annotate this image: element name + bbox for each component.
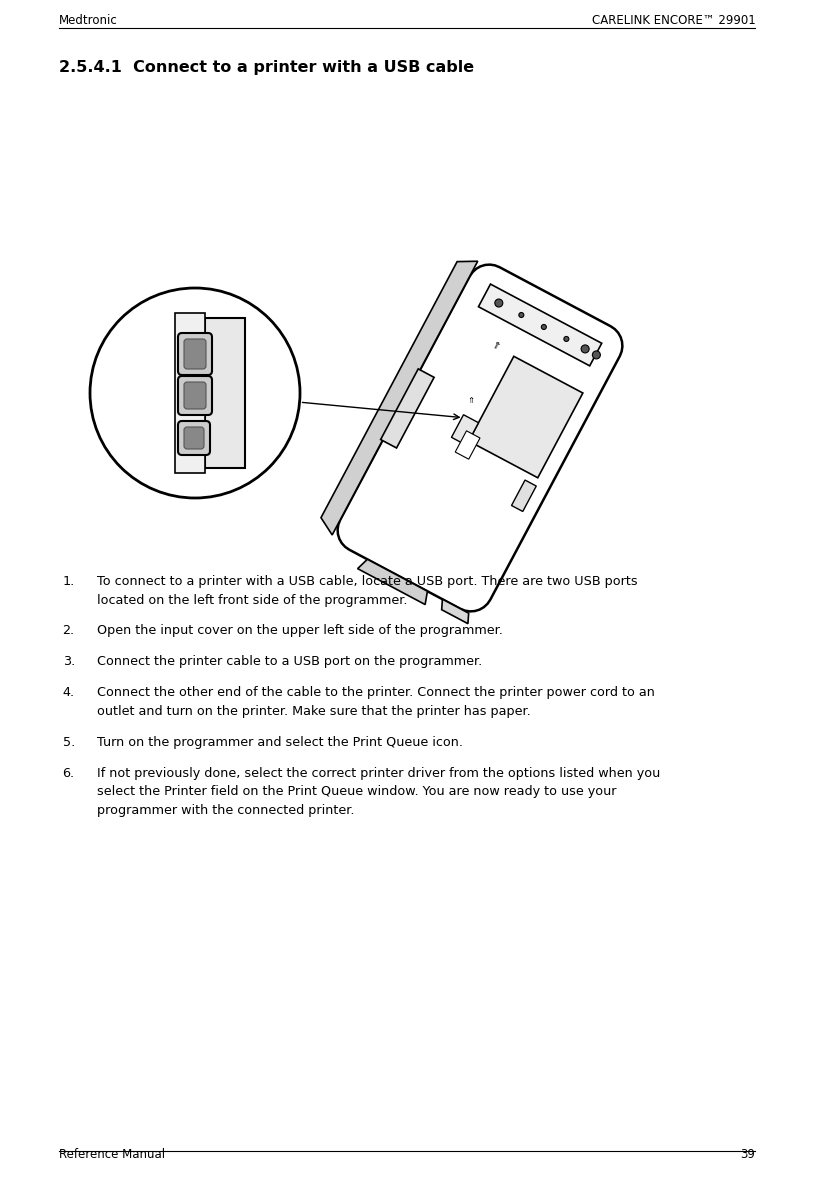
FancyBboxPatch shape bbox=[178, 376, 212, 415]
Text: Connect the other end of the cable to the printer. Connect the printer power cor: Connect the other end of the cable to th… bbox=[97, 686, 654, 699]
Text: If not previously done, select the correct printer driver from the options liste: If not previously done, select the corre… bbox=[97, 767, 660, 780]
Text: ⇑: ⇑ bbox=[467, 396, 474, 406]
Text: 3.: 3. bbox=[63, 655, 75, 668]
Polygon shape bbox=[381, 369, 434, 448]
Text: Reference Manual: Reference Manual bbox=[59, 1148, 164, 1161]
Polygon shape bbox=[442, 600, 469, 623]
Text: 1.: 1. bbox=[63, 575, 75, 588]
FancyBboxPatch shape bbox=[178, 421, 210, 455]
Polygon shape bbox=[321, 261, 478, 535]
Polygon shape bbox=[511, 480, 536, 511]
Polygon shape bbox=[479, 284, 602, 366]
Circle shape bbox=[564, 336, 569, 342]
Polygon shape bbox=[452, 415, 479, 445]
Polygon shape bbox=[357, 560, 427, 605]
Text: Turn on the programmer and select the Print Queue icon.: Turn on the programmer and select the Pr… bbox=[97, 736, 462, 749]
Polygon shape bbox=[469, 356, 583, 478]
FancyBboxPatch shape bbox=[184, 382, 206, 409]
Text: programmer with the connected printer.: programmer with the connected printer. bbox=[97, 804, 354, 817]
Circle shape bbox=[581, 345, 589, 353]
Text: outlet and turn on the printer. Make sure that the printer has paper.: outlet and turn on the printer. Make sur… bbox=[97, 705, 531, 718]
Text: Connect the printer cable to a USB port on the programmer.: Connect the printer cable to a USB port … bbox=[97, 655, 482, 668]
Circle shape bbox=[541, 324, 546, 330]
Circle shape bbox=[90, 287, 300, 498]
Text: CARELINK ENCORE™ 29901: CARELINK ENCORE™ 29901 bbox=[592, 14, 755, 27]
Text: 39: 39 bbox=[741, 1148, 755, 1161]
Text: 2.: 2. bbox=[63, 625, 75, 638]
Text: located on the left front side of the programmer.: located on the left front side of the pr… bbox=[97, 594, 407, 607]
Polygon shape bbox=[338, 265, 623, 612]
FancyBboxPatch shape bbox=[184, 340, 206, 369]
Text: 4.: 4. bbox=[63, 686, 75, 699]
Polygon shape bbox=[205, 318, 245, 468]
Text: 6.: 6. bbox=[63, 767, 75, 780]
Text: 2.5.4.1  Connect to a printer with a USB cable: 2.5.4.1 Connect to a printer with a USB … bbox=[59, 60, 474, 75]
Text: ⇑: ⇑ bbox=[489, 340, 501, 353]
Text: select the Printer field on the Print Queue window. You are now ready to use you: select the Printer field on the Print Qu… bbox=[97, 786, 616, 799]
Text: 5.: 5. bbox=[63, 736, 75, 749]
Polygon shape bbox=[175, 313, 205, 473]
Text: Open the input cover on the upper left side of the programmer.: Open the input cover on the upper left s… bbox=[97, 625, 502, 638]
FancyBboxPatch shape bbox=[184, 427, 204, 450]
Text: Medtronic: Medtronic bbox=[59, 14, 117, 27]
Circle shape bbox=[495, 299, 503, 308]
Text: To connect to a printer with a USB cable, locate a USB port. There are two USB p: To connect to a printer with a USB cable… bbox=[97, 575, 637, 588]
Polygon shape bbox=[455, 431, 480, 459]
Circle shape bbox=[519, 312, 524, 317]
FancyBboxPatch shape bbox=[178, 332, 212, 375]
Circle shape bbox=[593, 351, 601, 358]
